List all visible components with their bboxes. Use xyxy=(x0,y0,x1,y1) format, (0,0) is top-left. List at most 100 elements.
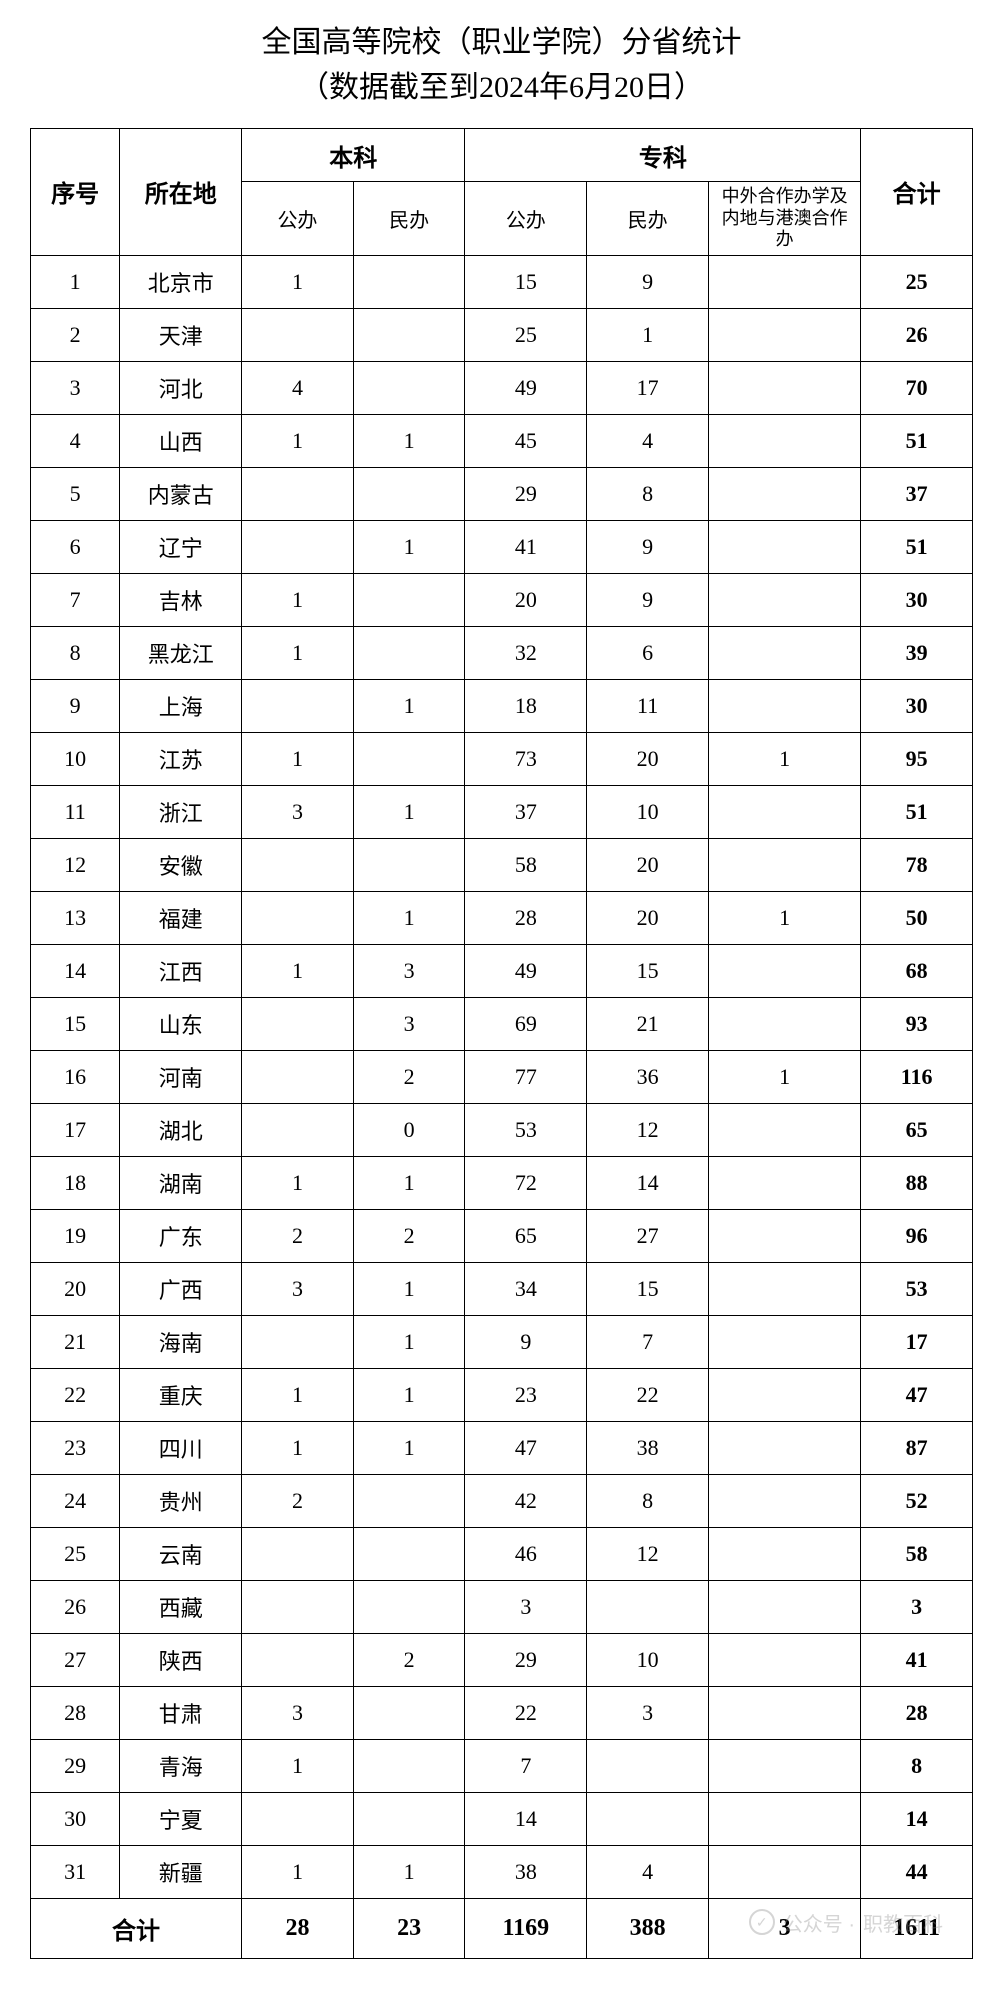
cell-zk1: 58 xyxy=(465,838,587,891)
cell-loc: 江苏 xyxy=(120,732,242,785)
cell-zk3 xyxy=(709,361,861,414)
cell-loc: 浙江 xyxy=(120,785,242,838)
cell-sum: 93 xyxy=(861,997,973,1050)
cell-zk2: 11 xyxy=(587,679,709,732)
cell-sum: 51 xyxy=(861,520,973,573)
cell-zk1: 49 xyxy=(465,361,587,414)
header-idx: 序号 xyxy=(31,129,120,256)
cell-idx: 22 xyxy=(31,1368,120,1421)
table-row: 19广东22652796 xyxy=(31,1209,973,1262)
cell-zk3 xyxy=(709,1845,861,1898)
cell-bk2: 1 xyxy=(353,1368,465,1421)
cell-loc: 广西 xyxy=(120,1262,242,1315)
cell-bk1 xyxy=(242,1315,354,1368)
cell-bk2 xyxy=(353,308,465,361)
cell-zk1: 46 xyxy=(465,1527,587,1580)
cell-zk2: 14 xyxy=(587,1156,709,1209)
cell-idx: 27 xyxy=(31,1633,120,1686)
cell-zk1: 28 xyxy=(465,891,587,944)
cell-bk2: 1 xyxy=(353,1156,465,1209)
cell-bk2 xyxy=(353,732,465,785)
cell-bk1 xyxy=(242,997,354,1050)
cell-bk1: 1 xyxy=(242,1421,354,1474)
cell-zk1: 18 xyxy=(465,679,587,732)
cell-idx: 12 xyxy=(31,838,120,891)
cell-loc: 江西 xyxy=(120,944,242,997)
cell-zk3 xyxy=(709,414,861,467)
cell-bk2 xyxy=(353,1792,465,1845)
cell-bk2: 1 xyxy=(353,1845,465,1898)
cell-bk1: 3 xyxy=(242,1686,354,1739)
cell-zk3 xyxy=(709,1262,861,1315)
table-row: 7吉林120930 xyxy=(31,573,973,626)
table-header: 序号 所在地 本科 专科 合计 公办 民办 公办 民办 中外合作办学及内地与港澳… xyxy=(31,129,973,256)
cell-bk1: 1 xyxy=(242,414,354,467)
cell-bk1: 2 xyxy=(242,1474,354,1527)
cell-zk1: 41 xyxy=(465,520,587,573)
cell-loc: 甘肃 xyxy=(120,1686,242,1739)
cell-zk3 xyxy=(709,1315,861,1368)
table-row: 29青海178 xyxy=(31,1739,973,1792)
cell-sum: 78 xyxy=(861,838,973,891)
table-row: 1北京市115925 xyxy=(31,255,973,308)
cell-zk1: 69 xyxy=(465,997,587,1050)
cell-zk1: 42 xyxy=(465,1474,587,1527)
cell-zk2: 27 xyxy=(587,1209,709,1262)
cell-sum: 14 xyxy=(861,1792,973,1845)
cell-idx: 2 xyxy=(31,308,120,361)
cell-zk1: 47 xyxy=(465,1421,587,1474)
cell-zk1: 32 xyxy=(465,626,587,679)
cell-zk2: 9 xyxy=(587,520,709,573)
cell-loc: 陕西 xyxy=(120,1633,242,1686)
cell-idx: 28 xyxy=(31,1686,120,1739)
cell-bk1 xyxy=(242,308,354,361)
cell-zk1: 77 xyxy=(465,1050,587,1103)
header-benke: 本科 xyxy=(242,129,465,182)
title-line-1: 全国高等院校（职业学院）分省统计 xyxy=(30,20,973,65)
header-total: 合计 xyxy=(861,129,973,256)
cell-zk3: 1 xyxy=(709,891,861,944)
table-row: 21海南19717 xyxy=(31,1315,973,1368)
cell-loc: 青海 xyxy=(120,1739,242,1792)
cell-zk1: 45 xyxy=(465,414,587,467)
table-row: 15山东3692193 xyxy=(31,997,973,1050)
totals-zk1: 1169 xyxy=(465,1898,587,1958)
cell-loc: 重庆 xyxy=(120,1368,242,1421)
cell-zk2: 20 xyxy=(587,891,709,944)
cell-bk1: 1 xyxy=(242,255,354,308)
cell-zk1: 29 xyxy=(465,467,587,520)
cell-loc: 河南 xyxy=(120,1050,242,1103)
cell-bk1 xyxy=(242,1580,354,1633)
cell-bk2 xyxy=(353,1739,465,1792)
cell-bk2: 1 xyxy=(353,1421,465,1474)
cell-zk3 xyxy=(709,1792,861,1845)
cell-bk1 xyxy=(242,891,354,944)
cell-bk2 xyxy=(353,361,465,414)
table-row: 30宁夏1414 xyxy=(31,1792,973,1845)
cell-loc: 四川 xyxy=(120,1421,242,1474)
cell-bk2: 3 xyxy=(353,997,465,1050)
cell-idx: 8 xyxy=(31,626,120,679)
cell-zk3 xyxy=(709,255,861,308)
cell-zk3 xyxy=(709,838,861,891)
cell-sum: 96 xyxy=(861,1209,973,1262)
cell-zk1: 9 xyxy=(465,1315,587,1368)
header-zhuanke-public: 公办 xyxy=(465,182,587,256)
table-row: 6辽宁141951 xyxy=(31,520,973,573)
cell-zk2: 17 xyxy=(587,361,709,414)
cell-zk2: 21 xyxy=(587,997,709,1050)
table-row: 3河北4491770 xyxy=(31,361,973,414)
table-row: 13福建12820150 xyxy=(31,891,973,944)
cell-loc: 内蒙古 xyxy=(120,467,242,520)
cell-bk2: 2 xyxy=(353,1050,465,1103)
header-zhuanke: 专科 xyxy=(465,129,861,182)
cell-sum: 44 xyxy=(861,1845,973,1898)
table-row: 25云南461258 xyxy=(31,1527,973,1580)
totals-sum: 1611 xyxy=(861,1898,973,1958)
totals-zk2: 388 xyxy=(587,1898,709,1958)
cell-zk2: 8 xyxy=(587,1474,709,1527)
table-row: 31新疆1138444 xyxy=(31,1845,973,1898)
cell-bk1 xyxy=(242,520,354,573)
table-row: 24贵州242852 xyxy=(31,1474,973,1527)
stats-table: 序号 所在地 本科 专科 合计 公办 民办 公办 民办 中外合作办学及内地与港澳… xyxy=(30,128,973,1959)
